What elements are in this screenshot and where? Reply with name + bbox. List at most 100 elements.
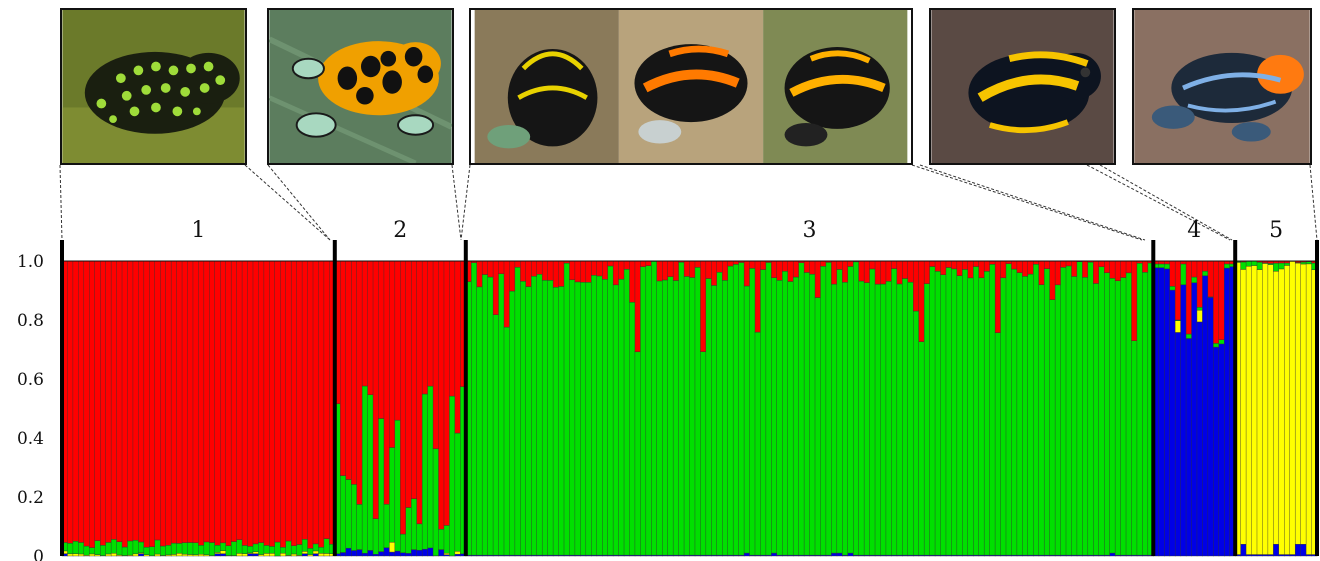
bar-segment xyxy=(525,260,532,287)
bar-segment xyxy=(438,549,445,557)
bar-segment xyxy=(400,260,407,535)
bar-segment xyxy=(241,260,249,546)
bar-segment xyxy=(454,551,461,555)
photo-cluster-1 xyxy=(60,8,247,165)
bar-segment xyxy=(301,539,309,552)
bar-segment xyxy=(574,260,581,283)
bar-segment xyxy=(1294,544,1302,557)
bar-segment xyxy=(220,550,227,554)
bar-segment xyxy=(1158,263,1165,268)
bar-segment xyxy=(514,260,521,268)
bar-segment xyxy=(263,260,270,546)
bar-segment xyxy=(520,281,527,556)
bar-segment xyxy=(312,550,319,554)
bar-segment xyxy=(1000,277,1007,556)
bar-segment xyxy=(351,260,358,485)
bar-segment xyxy=(1191,276,1198,283)
bar-segment xyxy=(454,260,461,434)
bar-segment xyxy=(449,395,456,557)
bar-segment xyxy=(203,541,210,556)
bar-segment xyxy=(361,385,369,554)
bar-segment xyxy=(367,260,374,395)
bar-segment xyxy=(154,260,161,541)
cluster-separators xyxy=(60,240,1319,556)
bar-segment xyxy=(421,393,429,550)
bar-segment xyxy=(1245,261,1253,267)
bar-segment xyxy=(1131,260,1138,341)
bar-segment xyxy=(1180,284,1187,557)
bar-segment xyxy=(1131,340,1138,556)
bar-segment xyxy=(640,260,647,267)
bar-segment xyxy=(1278,268,1285,555)
bar-segment xyxy=(138,260,145,543)
bar-segment xyxy=(547,280,554,556)
bar-segment xyxy=(454,554,461,557)
bar-segment xyxy=(869,268,876,556)
bar-segment xyxy=(411,498,418,550)
bar-segment xyxy=(247,553,254,557)
bar-segment xyxy=(667,260,674,277)
bar-segment xyxy=(1251,554,1258,557)
bar-segment xyxy=(176,260,183,544)
bar-segment xyxy=(492,260,500,315)
bar-segment xyxy=(296,544,303,556)
bar-segment xyxy=(809,260,816,275)
bar-segment xyxy=(443,525,450,554)
bar-segment xyxy=(487,260,494,278)
bar-segment xyxy=(1054,284,1062,556)
bar-segment xyxy=(1054,260,1062,286)
bar-segment xyxy=(230,541,238,556)
bar-segment xyxy=(290,260,298,546)
bar-segment xyxy=(1300,261,1307,265)
bar-segment xyxy=(700,351,707,556)
bar-segment xyxy=(951,268,958,556)
bar-segment xyxy=(1202,270,1209,277)
bar-segment xyxy=(945,260,952,268)
bar-segment xyxy=(727,265,734,556)
bar-segment xyxy=(214,260,221,546)
bar-segment xyxy=(798,262,805,556)
bar-segment xyxy=(623,260,630,270)
bar-segment xyxy=(263,545,270,554)
bar-segment xyxy=(394,260,401,421)
bar-segment xyxy=(1218,260,1225,340)
bar-segment xyxy=(1256,262,1263,270)
bar-segment xyxy=(683,260,690,277)
bar-segment xyxy=(1213,260,1220,344)
bar-segment xyxy=(389,551,396,557)
bar-segment xyxy=(258,542,265,555)
bar-segment xyxy=(1103,260,1111,273)
bar-segment xyxy=(962,269,969,556)
bar-segment xyxy=(809,273,816,556)
bar-segment xyxy=(1065,265,1072,556)
frog-orange-spotted-icon xyxy=(269,10,452,163)
bar-segment xyxy=(400,533,407,553)
bar-segment xyxy=(1164,263,1171,270)
bar-segment xyxy=(345,547,352,557)
bar-segment xyxy=(1071,276,1078,556)
bar-segment xyxy=(323,553,330,557)
bar-segment xyxy=(634,351,641,556)
bar-segment xyxy=(252,551,259,554)
bar-segment xyxy=(705,278,712,556)
bar-segment xyxy=(252,553,259,557)
bar-segment xyxy=(1027,273,1034,556)
bar-segment xyxy=(1262,554,1269,557)
bar-segment xyxy=(612,284,620,556)
bar-segment xyxy=(405,553,412,557)
bar-segment xyxy=(640,266,647,556)
bar-segment xyxy=(121,546,128,556)
bar-segment xyxy=(836,260,843,270)
bar-segment xyxy=(263,553,270,557)
bar-segment xyxy=(918,260,925,342)
bar-segment xyxy=(973,260,980,267)
bar-segment xyxy=(105,542,112,555)
bar-segment xyxy=(165,260,172,546)
bar-segment xyxy=(110,539,118,554)
bar-segment xyxy=(607,260,614,267)
bar-segment xyxy=(634,260,641,353)
bar-segment xyxy=(771,552,778,557)
y-tick-label: 1.0 xyxy=(17,252,44,272)
bar-segment xyxy=(934,271,941,556)
bar-segment xyxy=(394,550,401,557)
